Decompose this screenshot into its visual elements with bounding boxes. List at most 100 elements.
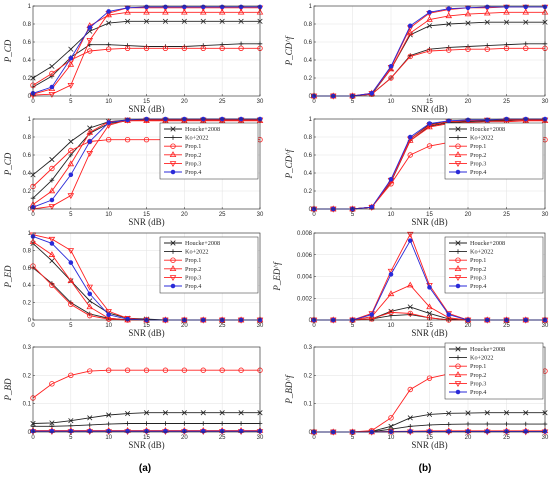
- xtick-label-1-3: 15: [143, 212, 150, 218]
- legend-marker-7-ko: [455, 355, 461, 360]
- xtick-label-3-5: 25: [219, 435, 226, 441]
- ytick-label-1-2: 0.4: [23, 171, 32, 177]
- point-0-houcke-2: [68, 46, 74, 52]
- point-4-p2-8: [464, 10, 472, 17]
- xtick-label-5-1: 5: [351, 212, 355, 218]
- point-5-p4-9: [484, 117, 490, 123]
- panel-6: 0 5 10 15 20 25 30 0 0.002 0.004 0.006 0.008 SNR (dB…: [272, 231, 549, 338]
- point-2-p4-1: [49, 241, 55, 246]
- xtick-label-1-1: 5: [69, 212, 73, 218]
- legend-label-6-houcke: Houcke+2008: [470, 240, 505, 247]
- ytick-label-0-2: 0.4: [23, 58, 32, 64]
- point-2-p4-2: [68, 260, 74, 265]
- point-3-ko-3: [87, 422, 93, 428]
- legend-marker-7-p4: [455, 389, 461, 395]
- legend-label-6-p4: Prop.4: [470, 283, 486, 290]
- legend-marker-6-p2: [454, 265, 462, 271]
- point-0-p1-8: [181, 45, 188, 51]
- point-1-p4-3: [87, 139, 93, 144]
- point-3-houcke-6: [143, 410, 150, 416]
- point-0-p4-9: [200, 4, 206, 10]
- ytick-label-1-1: 0.2: [23, 189, 32, 195]
- xtick-label-5-0: 0: [312, 212, 316, 218]
- xtick-label-0-6: 30: [257, 99, 264, 105]
- point-7-p1-6: [426, 375, 433, 381]
- point-1-p3-1: [48, 204, 56, 210]
- ytick-label-4-2: 0.4: [304, 58, 313, 64]
- point-7-houcke-7: [446, 410, 452, 416]
- point-0-p1-7: [162, 45, 169, 51]
- point-4-p2-10: [503, 8, 510, 15]
- point-2-p1-2: [68, 301, 74, 308]
- point-1-p4-2: [68, 172, 74, 178]
- point-3-ko-6: [144, 421, 149, 426]
- xtick-label-6-0: 0: [312, 323, 316, 329]
- point-5-p4-4: [388, 177, 394, 182]
- point-6-p2-5: [406, 281, 414, 288]
- legend-marker-6-p3: [454, 275, 462, 282]
- ytick-label-6-4: 0.008: [297, 231, 313, 237]
- legend-box-5: [444, 122, 544, 180]
- point-0-p1-1: [49, 70, 55, 77]
- legend-marker-7-houcke: [455, 346, 461, 352]
- legend-marker-5-p3: [454, 161, 462, 168]
- point-0-p3-1: [48, 92, 56, 98]
- legend-box-6: [444, 236, 544, 294]
- ytick-label-5-0: 0: [309, 207, 313, 213]
- point-3-p4-7: [163, 428, 168, 434]
- xtick-label-2-2: 10: [105, 323, 112, 329]
- point-6-p2-7: [445, 314, 453, 321]
- xtick-label-7-0: 0: [312, 435, 316, 441]
- point-5-p1-6: [426, 143, 433, 149]
- point-6-p4-4: [388, 272, 394, 277]
- legend-label-7-ko: Ko+2022: [470, 355, 493, 362]
- ytick-label-6-1: 0.002: [297, 296, 313, 302]
- legend-label-6-p1: Prop.1: [470, 257, 486, 264]
- point-0-p4-6: [144, 4, 149, 10]
- xtick-label-2-5: 25: [219, 323, 226, 329]
- point-4-p1-4: [388, 75, 394, 81]
- point-0-p4-3: [87, 25, 93, 30]
- legend-label-2-p4: Prop.4: [185, 283, 201, 290]
- ytick-label-2-0: 0: [28, 318, 32, 324]
- point-6-p1-5: [407, 310, 413, 317]
- point-0-p3-3: [86, 38, 94, 44]
- point-1-p4-1: [49, 197, 55, 203]
- legend-marker-5-p4: [455, 169, 461, 175]
- point-0-p1-9: [200, 45, 206, 51]
- xlabel-7: SNR (dB): [411, 440, 447, 450]
- point-0-p1-5: [124, 45, 131, 51]
- legend-marker-1-p4: [170, 169, 176, 175]
- legend-marker-1-p2: [169, 151, 177, 157]
- xlabel-0: SNR (dB): [128, 104, 164, 114]
- caption-b: (b): [419, 463, 432, 474]
- point-0-houcke-11: [238, 18, 244, 24]
- ytick-label-4-1: 0.2: [304, 76, 313, 82]
- ylabel-6: P_ED^f: [272, 261, 282, 292]
- point-7-p4-9: [484, 429, 490, 434]
- point-4-houcke-7: [446, 21, 452, 27]
- legend-marker-7-p1: [455, 363, 461, 369]
- point-5-p1-5: [407, 152, 413, 158]
- ytick-label-1-5: 1: [28, 117, 32, 123]
- xtick-label-6-3: 15: [426, 323, 433, 329]
- point-4-p2-5: [406, 29, 414, 36]
- point-0-p3-2: [67, 83, 75, 89]
- point-7-ko-7: [446, 422, 452, 427]
- point-6-p4-6: [427, 285, 432, 290]
- point-2-p3-3: [86, 284, 94, 291]
- point-3-ko-11: [238, 421, 244, 426]
- ylabel-0: P_CD: [3, 39, 13, 63]
- point-2-p4-5: [125, 316, 130, 322]
- point-0-houcke-10: [219, 18, 225, 24]
- point-3-p4-1: [49, 428, 55, 434]
- xtick-label-6-4: 20: [465, 323, 472, 329]
- ytick-label-6-3: 0.006: [297, 253, 313, 259]
- point-4-houcke-10: [503, 19, 510, 25]
- legend-marker-1-ko: [170, 135, 176, 140]
